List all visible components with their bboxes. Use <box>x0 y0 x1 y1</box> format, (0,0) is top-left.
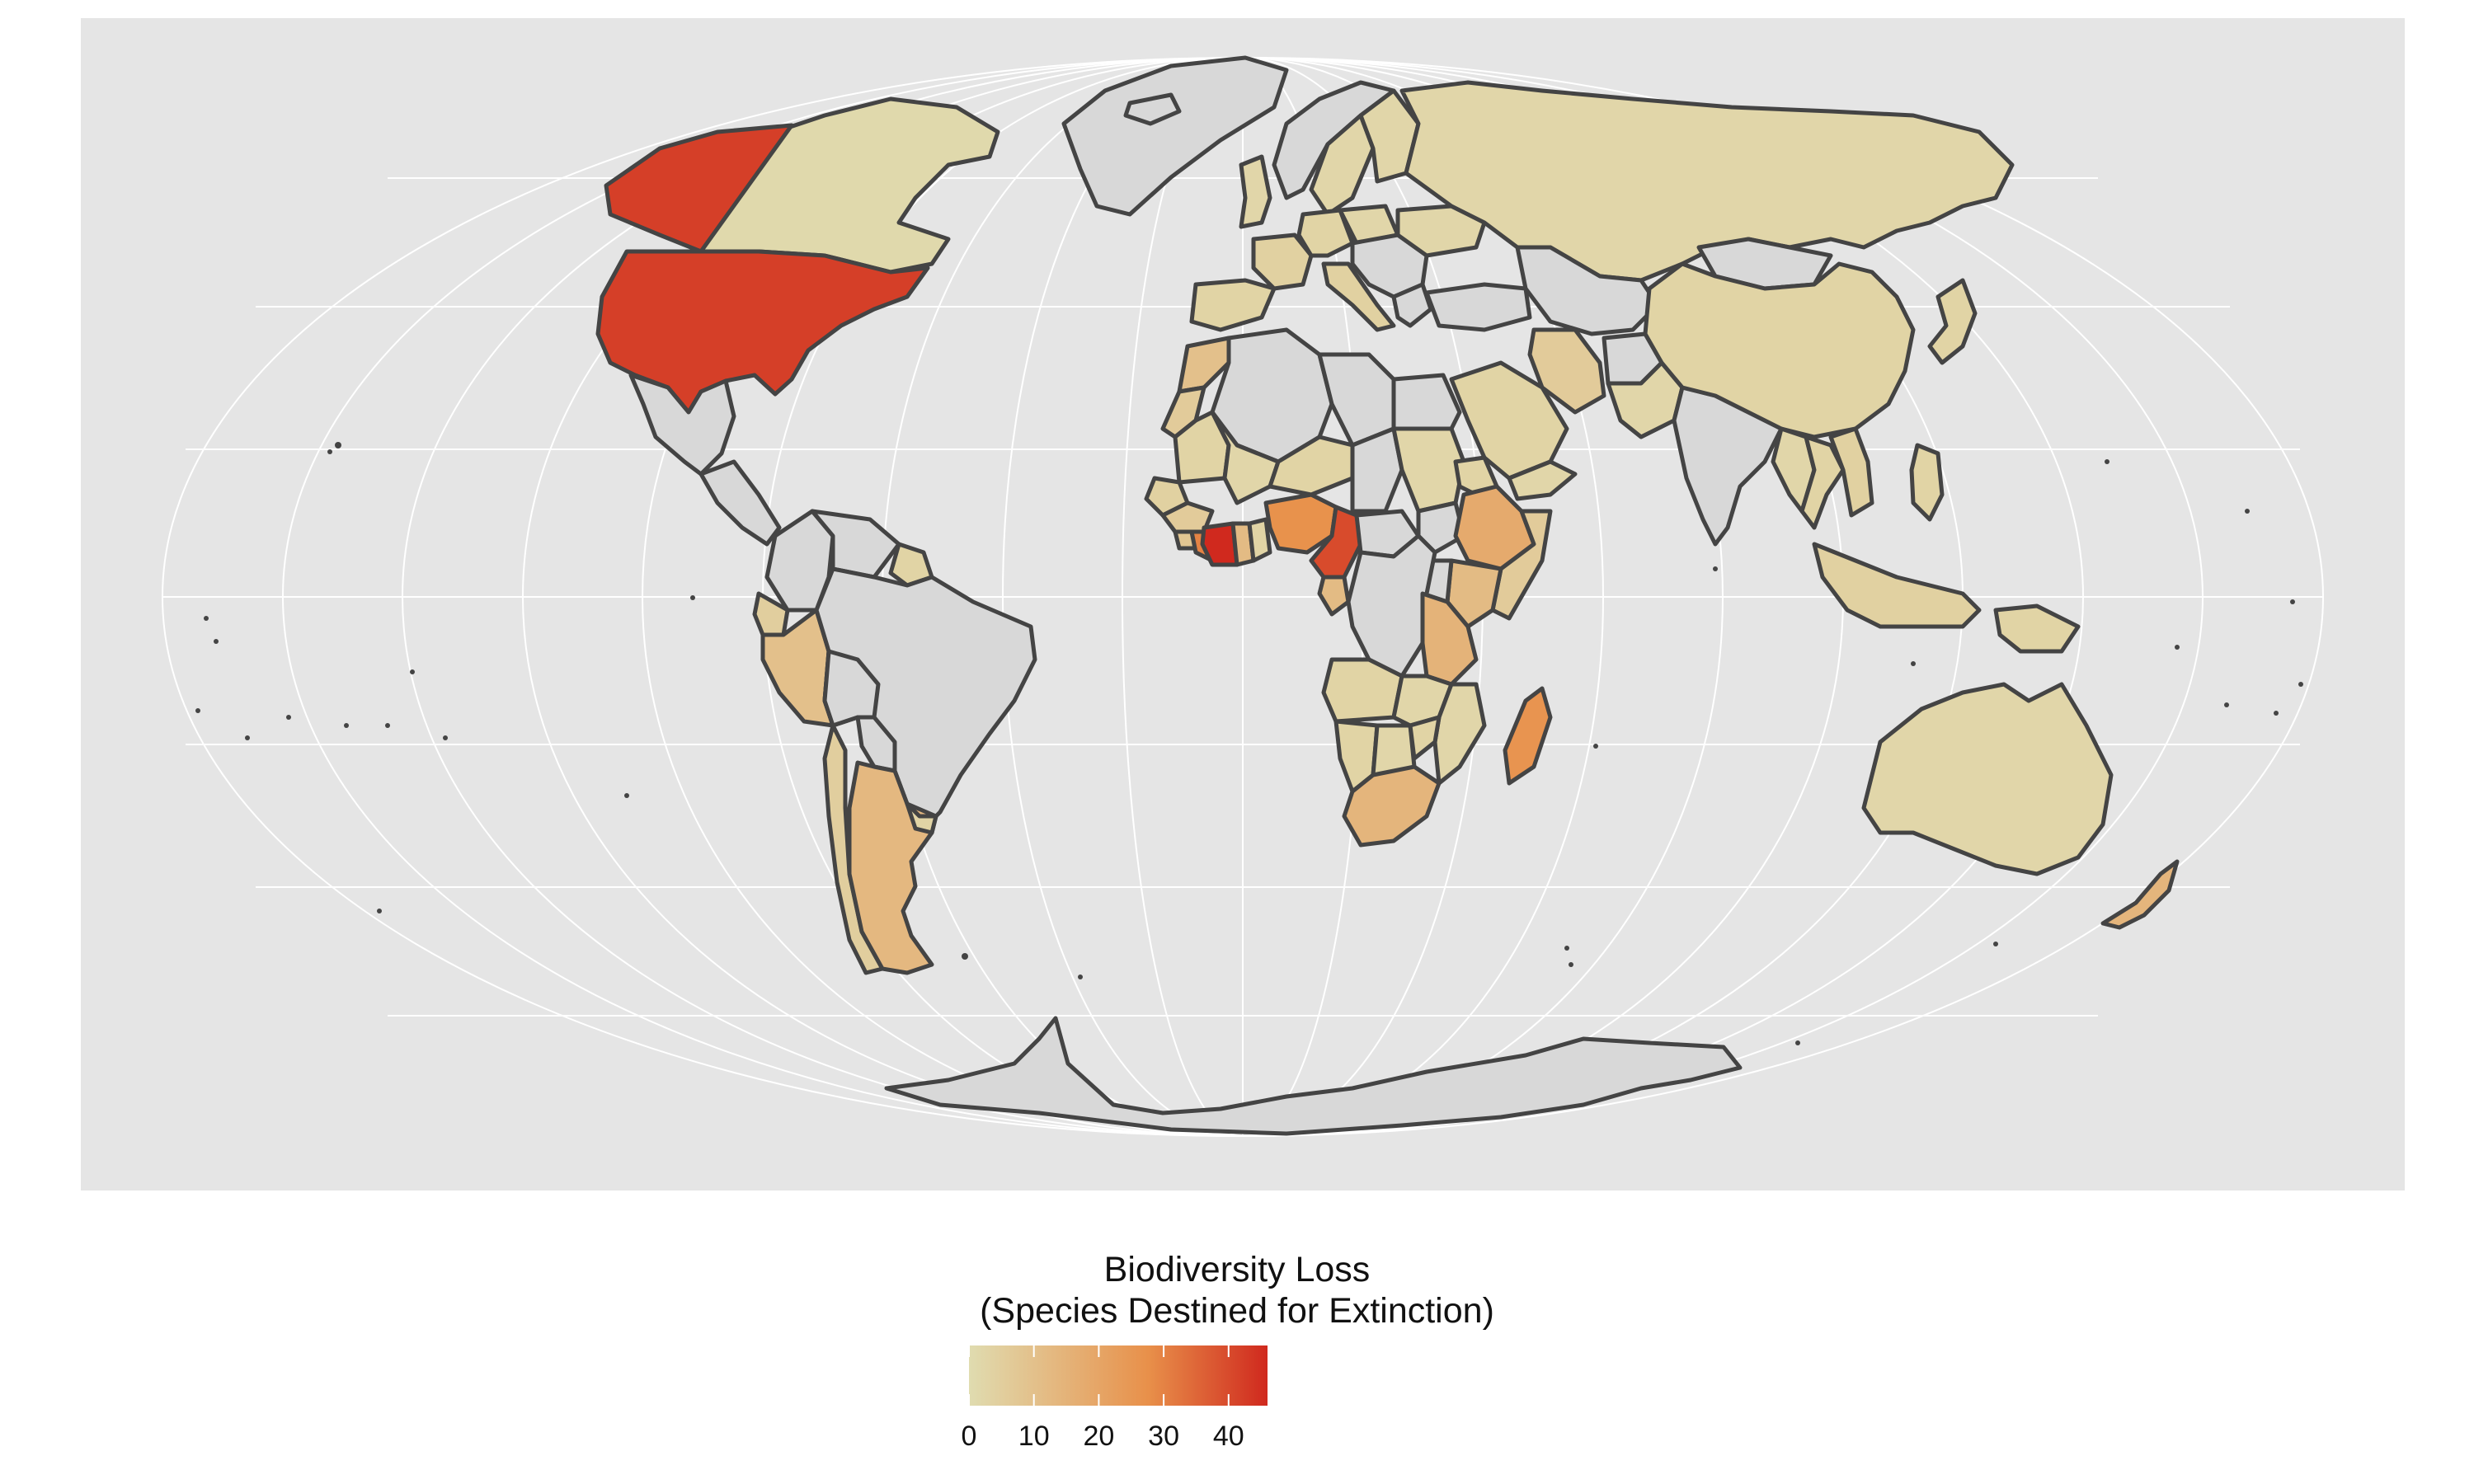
country-mexico <box>628 373 736 477</box>
country-egypt <box>1391 373 1462 431</box>
country-antarctica <box>884 1016 1743 1136</box>
country-thailand <box>1799 434 1846 530</box>
country-uruguay <box>905 801 938 835</box>
island <box>410 669 415 674</box>
island <box>2274 711 2279 716</box>
island <box>1911 661 1916 666</box>
legend-gradient <box>969 1345 1268 1406</box>
legend-tick-label: 40 <box>1213 1421 1244 1452</box>
island <box>344 723 349 728</box>
country-greenland <box>1061 55 1289 217</box>
legend-title-line1: Biodiversity Loss <box>1103 1250 1371 1289</box>
island <box>204 616 209 621</box>
island <box>2298 682 2303 687</box>
country-japan <box>1927 278 1978 365</box>
country-chile <box>822 723 885 975</box>
island <box>1795 1040 1800 1045</box>
legend-tick-label: 10 <box>1018 1421 1050 1452</box>
legend-title-line2: (Species Destined for Extinction) <box>980 1291 1494 1331</box>
island <box>1564 946 1569 951</box>
country-mali <box>1210 410 1281 505</box>
country-alaska <box>604 123 794 254</box>
country-iran <box>1527 327 1606 415</box>
country-indonesia <box>1812 542 1982 629</box>
country-new-zealand <box>2100 859 2180 930</box>
island <box>1569 962 1573 967</box>
country-italy <box>1321 261 1396 332</box>
country-angola <box>1321 657 1404 724</box>
legend-tick-label: 30 <box>1148 1421 1179 1452</box>
island <box>286 715 291 720</box>
country-south-sudan <box>1416 500 1466 555</box>
country-iceland <box>1123 92 1182 126</box>
country-togo-benin <box>1247 517 1272 563</box>
country-yemen <box>1507 459 1578 501</box>
country-cote-divoire <box>1200 521 1239 567</box>
island <box>1078 974 1083 979</box>
country-australia <box>1861 682 2114 876</box>
country-united-states <box>595 249 930 415</box>
island <box>214 639 219 644</box>
country-greece <box>1391 282 1433 328</box>
island <box>2224 702 2229 707</box>
country-russia <box>1399 80 2015 283</box>
island <box>327 449 332 454</box>
country-morocco <box>1177 336 1231 394</box>
island <box>335 442 341 448</box>
island <box>1993 942 1998 946</box>
country-south-africa <box>1342 764 1442 848</box>
country-spain <box>1189 278 1277 332</box>
country-tanzania <box>1420 591 1479 687</box>
island <box>2175 645 2180 650</box>
country-united-kingdom <box>1239 154 1272 229</box>
legend-tick-label: 20 <box>1083 1421 1114 1452</box>
island <box>443 735 448 740</box>
island <box>2290 599 2295 604</box>
countries <box>595 55 2180 1136</box>
legend-ticks: 0 10 20 30 40 <box>962 1345 1244 1452</box>
country-papua-new-guinea <box>1993 603 2081 654</box>
island <box>377 909 382 913</box>
legend-tick-label: 0 <box>962 1421 977 1452</box>
country-nigeria <box>1263 492 1338 555</box>
island <box>1713 566 1718 571</box>
island <box>690 595 695 600</box>
country-gabon <box>1317 575 1351 617</box>
islands <box>195 442 2303 1045</box>
country-vietnam <box>1828 426 1874 518</box>
country-madagascar <box>1503 686 1553 786</box>
country-turkey <box>1424 282 1532 332</box>
island <box>2245 509 2250 514</box>
country-guinea <box>1160 500 1215 534</box>
country-philippines <box>1909 443 1945 522</box>
country-china <box>1643 261 1916 439</box>
legend-colorbar: 0 10 20 30 40 <box>962 1345 1268 1452</box>
island <box>962 953 968 960</box>
island <box>1593 744 1598 749</box>
island <box>2105 459 2109 464</box>
country-somalia <box>1490 509 1553 621</box>
island <box>624 793 629 798</box>
island <box>245 735 250 740</box>
island <box>195 708 200 713</box>
country-zimbabwe <box>1408 715 1442 761</box>
island <box>385 723 390 728</box>
country-france <box>1251 232 1314 291</box>
